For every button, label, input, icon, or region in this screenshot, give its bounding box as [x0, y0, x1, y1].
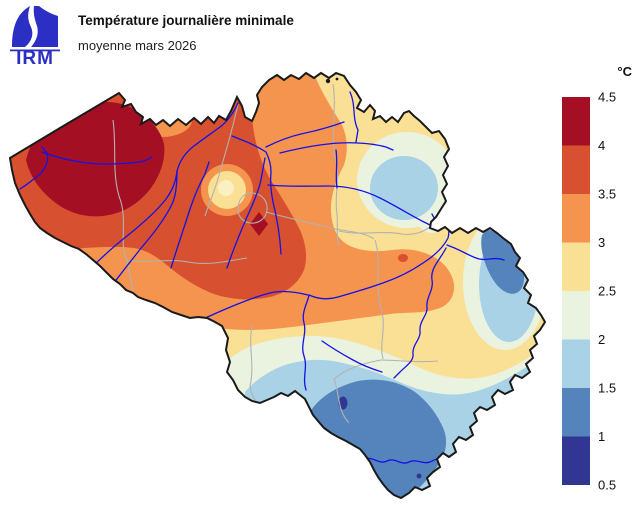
- page-title: Température journalière minimale: [78, 13, 294, 28]
- river-grote-nete: [349, 91, 359, 143]
- river-ourthe: [393, 247, 447, 379]
- irm-logo-rule: [10, 49, 60, 52]
- colorbar-unit-label: °C: [617, 64, 632, 79]
- colorbar-tick: 1: [598, 429, 605, 444]
- river-demer-south: [267, 184, 433, 227]
- colorbar-tick: 2.5: [598, 284, 616, 299]
- country-border: [8, 71, 547, 500]
- river-dijle: [265, 151, 282, 255]
- river-rupel: [231, 135, 267, 153]
- river-leie: [87, 170, 178, 272]
- irm-logo-left-shape: [12, 6, 33, 47]
- river-lesse: [321, 340, 383, 373]
- colorbar-tick: 4.5: [598, 90, 616, 105]
- irm-logo-right-shape: [31, 6, 58, 47]
- fill-red-liege-spot: [398, 254, 408, 262]
- colorbar-segment: [562, 291, 590, 340]
- colorbar-tick: 4: [598, 138, 605, 153]
- colorbar-segment: [562, 242, 590, 291]
- province-border-line: [249, 325, 258, 403]
- irm-logo: IRM: [10, 6, 60, 65]
- river-dender: [170, 161, 210, 269]
- enclave-dot-1: [325, 78, 331, 84]
- river-scheldt-lower: [176, 102, 239, 172]
- fill-darkred-west: [26, 101, 165, 217]
- river-yser: [19, 146, 49, 190]
- river-senne: [226, 157, 266, 269]
- temperature-fills: [10, 73, 545, 498]
- colorbar-segment: [562, 339, 590, 388]
- irm-logo-text: IRM: [16, 48, 54, 65]
- colorbar-segment: [562, 145, 590, 194]
- province-border-line: [265, 211, 375, 240]
- fill-navy-spot-2: [416, 473, 422, 479]
- colorbar-tick: 3.5: [598, 187, 616, 202]
- colorbar-segment: [562, 194, 590, 243]
- river-canal-west: [41, 151, 153, 165]
- colorbar-segment: [562, 436, 590, 485]
- province-border-line: [333, 359, 439, 424]
- colorbar-tick: 0.5: [598, 478, 616, 493]
- colorbar-tick: 2: [598, 332, 605, 347]
- river-vesdre: [446, 244, 505, 261]
- page-subtitle: moyenne mars 2026: [78, 38, 197, 53]
- river-scheldt-upper: [107, 170, 178, 292]
- province-border-line: [112, 119, 134, 292]
- river-nete: [265, 121, 345, 148]
- temperature-colorbar: °C 4.5 4 3.5 3 2.5 2 1.5 1 0.5: [562, 64, 633, 493]
- fill-lightblue-ne: [370, 156, 438, 220]
- river-demer-north: [279, 142, 394, 154]
- province-border-line: [204, 103, 239, 217]
- colorbar-segment: [562, 97, 590, 146]
- colorbar-tick: 1.5: [598, 381, 616, 396]
- enclave-dot-2: [335, 77, 339, 81]
- province-border-line: [338, 226, 431, 235]
- river-gete: [335, 149, 338, 189]
- fill-cream-center-brussels: [218, 180, 234, 196]
- province-border-brussels-ring: [237, 192, 268, 224]
- colorbar-tick: 3: [598, 235, 605, 250]
- fill-medblue-east-strip: [481, 229, 525, 294]
- province-border-line: [374, 239, 384, 360]
- colorbar-segment: [562, 388, 590, 437]
